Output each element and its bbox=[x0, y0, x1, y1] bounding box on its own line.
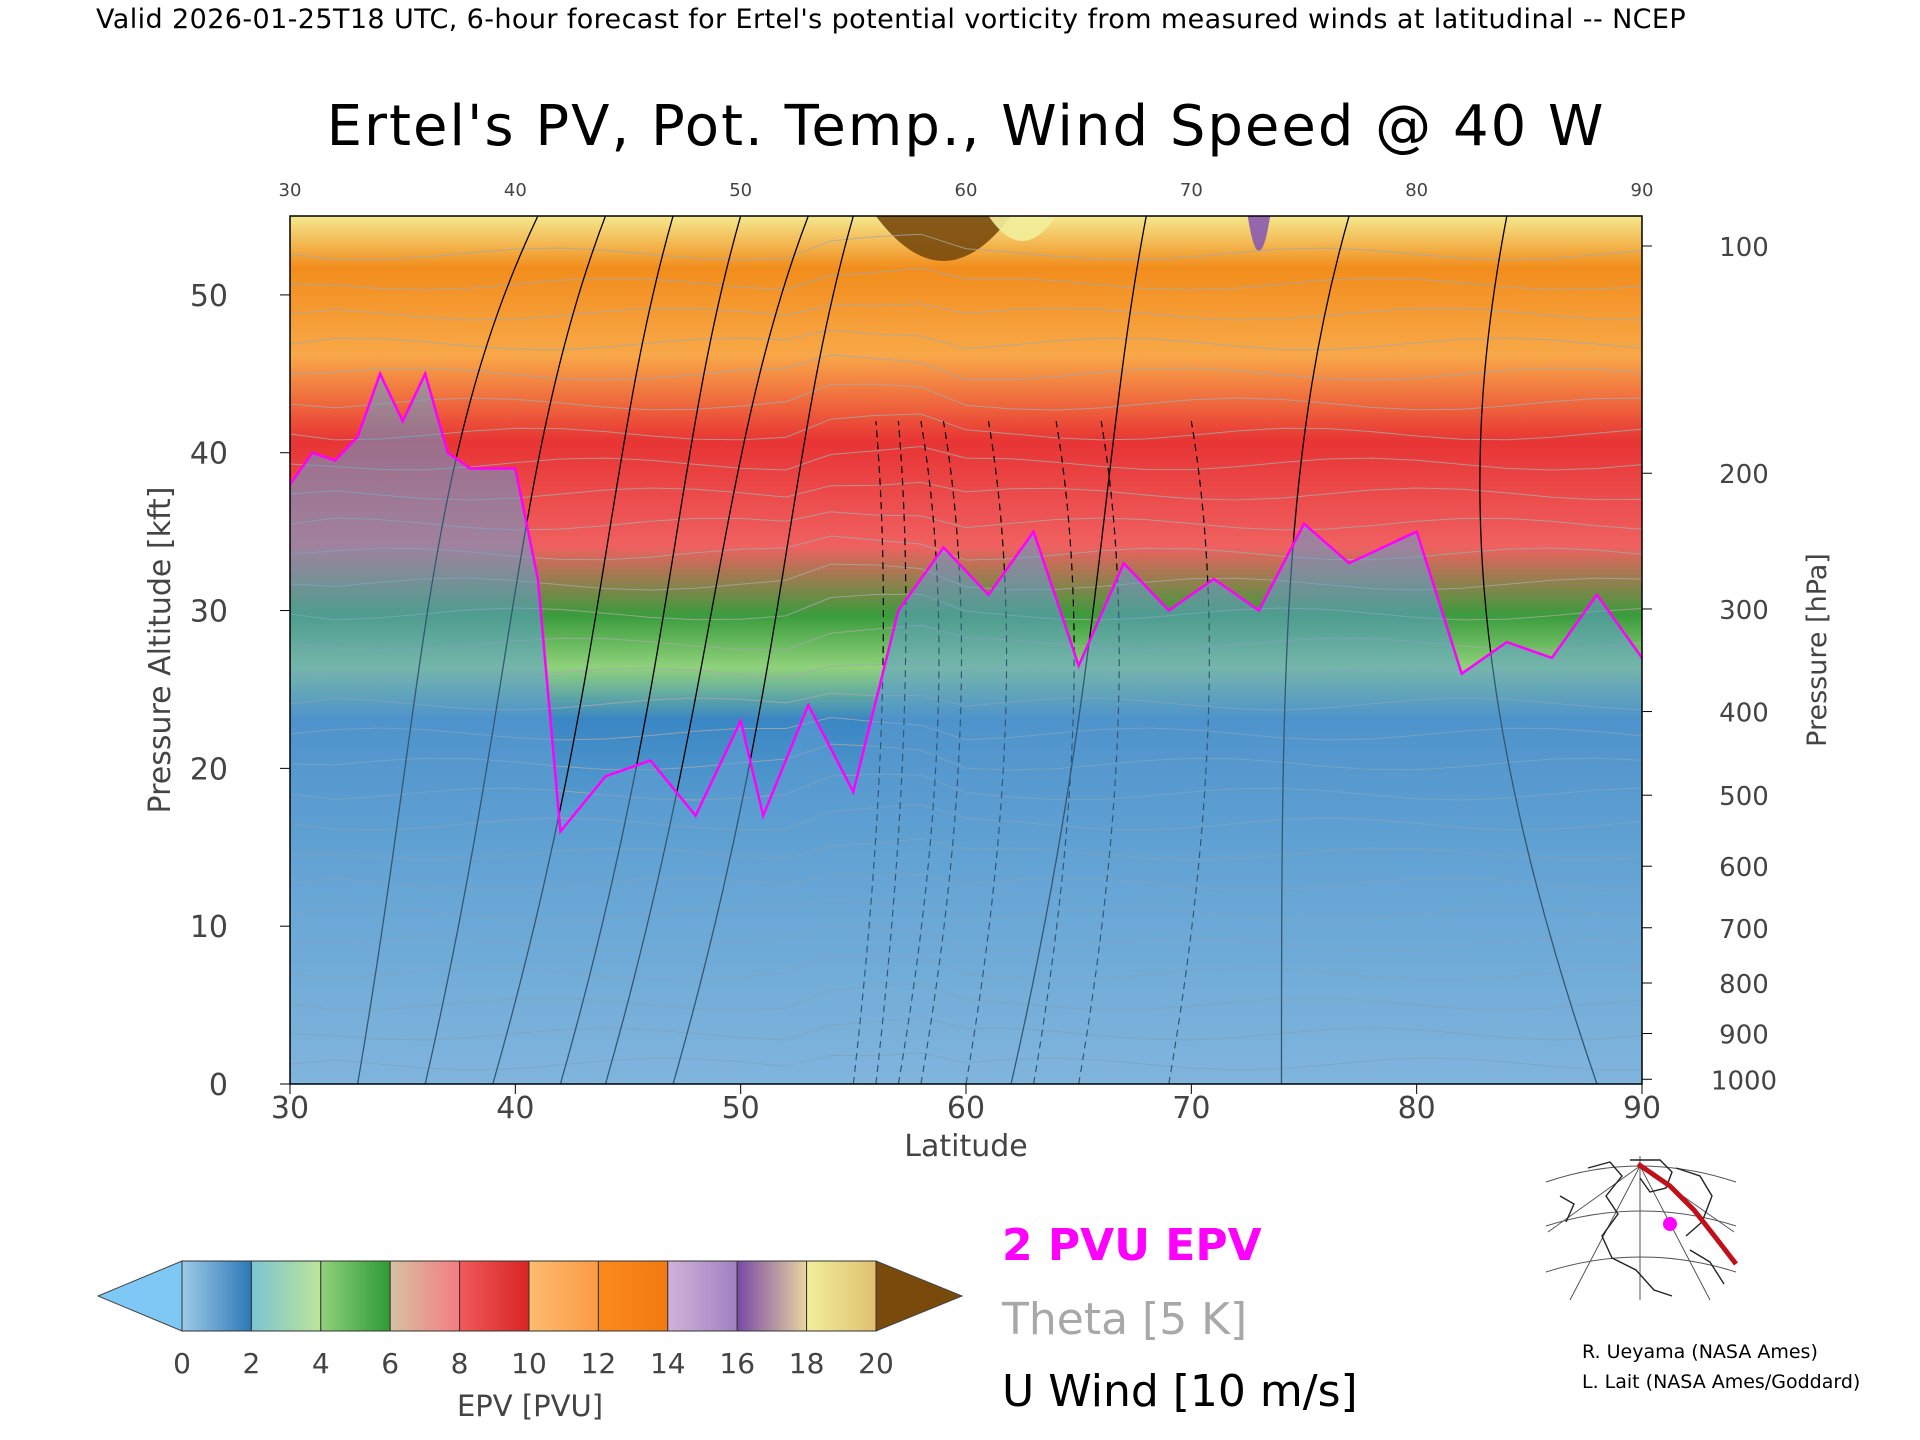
colorbar-segment bbox=[667, 1260, 738, 1332]
colorbar-segment bbox=[597, 1260, 669, 1332]
colorbar-segment bbox=[389, 1260, 461, 1332]
high-pv-cap bbox=[988, 216, 1057, 241]
colorbar-ticks: 0 2 4 6 8 10 12 14 16 18 20 bbox=[173, 1347, 894, 1380]
x-tick-label: 70 bbox=[1172, 1091, 1210, 1126]
x-axis-top: 30 40 50 60 70 80 90 bbox=[279, 180, 1654, 201]
y-tick-label: 40 bbox=[190, 437, 228, 472]
pressure-tick-label: 800 bbox=[1719, 970, 1769, 1000]
colorbar-over-arrow bbox=[875, 1260, 964, 1332]
y-axis-label: Pressure Altitude [kft] bbox=[143, 487, 178, 814]
pressure-tick-label: 600 bbox=[1719, 853, 1769, 883]
colorbar-tick-label: 8 bbox=[451, 1347, 469, 1380]
theta-contour bbox=[290, 383, 1642, 411]
pressure-tick-label: 500 bbox=[1719, 782, 1769, 812]
pv-2-tropopause-line bbox=[290, 370, 1642, 835]
colorbar-segment bbox=[320, 1260, 391, 1332]
pressure-tick-label: 100 bbox=[1719, 233, 1769, 263]
x-top-tick-label: 90 bbox=[1631, 180, 1654, 201]
y-axis-right-pressure: 100 200 300 400 500 600 700 800 900 1000 bbox=[1642, 233, 1777, 1096]
pressure-tick-label: 400 bbox=[1719, 699, 1769, 729]
colorbar-under-arrow bbox=[96, 1260, 183, 1332]
colorbar-segment bbox=[250, 1260, 322, 1332]
x-top-tick-label: 40 bbox=[504, 180, 527, 201]
y-axis-left: 0 10 20 30 40 50 bbox=[190, 279, 290, 1103]
credit-ueyama: R. Ueyama (NASA Ames) bbox=[1582, 1341, 1818, 1363]
x-top-tick-label: 50 bbox=[729, 180, 752, 201]
y-tick-label: 0 bbox=[209, 1068, 228, 1103]
colorbar-segment bbox=[806, 1260, 877, 1332]
x-top-tick-label: 60 bbox=[955, 180, 978, 201]
theta-contour bbox=[290, 445, 1642, 471]
legend-u-wind: U Wind [10 m/s] bbox=[1002, 1366, 1358, 1417]
colorbar-label: EPV [PVU] bbox=[457, 1389, 603, 1423]
colorbar-segments bbox=[181, 1260, 877, 1332]
theta-contour bbox=[290, 233, 1642, 261]
valid-time-header: Valid 2026-01-25T18 UTC, 6-hour forecast… bbox=[96, 4, 1687, 35]
pressure-tick-label: 700 bbox=[1719, 915, 1769, 945]
colorbar-tick-label: 10 bbox=[511, 1347, 547, 1380]
legend-theta: Theta [5 K] bbox=[1001, 1294, 1247, 1345]
inset-location-map bbox=[1542, 1152, 1738, 1304]
map-location-marker bbox=[1663, 1217, 1677, 1231]
colorbar-tick-label: 16 bbox=[719, 1347, 755, 1380]
x-top-tick-label: 30 bbox=[279, 180, 302, 201]
colorbar-tick-label: 14 bbox=[650, 1347, 686, 1380]
theta-contour bbox=[290, 303, 1642, 321]
theta-contour bbox=[290, 329, 1642, 351]
colorbar-tick-label: 6 bbox=[381, 1347, 399, 1380]
epv-colorbar: 0 2 4 6 8 10 12 14 16 18 20 EPV [PVU] bbox=[96, 1260, 964, 1423]
x-tick-label: 30 bbox=[271, 1091, 309, 1126]
x-tick-label: 80 bbox=[1398, 1091, 1436, 1126]
colorbar-tick-label: 20 bbox=[858, 1347, 894, 1380]
x-axis-label: Latitude bbox=[904, 1129, 1027, 1164]
legend-2pvu-epv: 2 PVU EPV bbox=[1002, 1220, 1262, 1271]
pressure-tick-label: 300 bbox=[1719, 596, 1769, 626]
colorbar-tick-label: 12 bbox=[581, 1347, 617, 1380]
x-top-tick-label: 70 bbox=[1180, 180, 1203, 201]
cross-section-path bbox=[1636, 1161, 1738, 1266]
y-tick-label: 20 bbox=[190, 752, 228, 787]
theta-contour bbox=[290, 267, 1642, 291]
high-pv-cap bbox=[1247, 216, 1271, 251]
colorbar-segment bbox=[736, 1260, 808, 1332]
colorbar-segment bbox=[528, 1260, 599, 1332]
y-tick-label: 50 bbox=[190, 279, 228, 314]
colorbar-tick-label: 0 bbox=[173, 1347, 191, 1380]
colorbar-tick-label: 4 bbox=[312, 1347, 330, 1380]
credit-lait: L. Lait (NASA Ames/Goddard) bbox=[1582, 1371, 1860, 1393]
theta-contour bbox=[290, 354, 1642, 381]
colorbar-segment bbox=[459, 1260, 530, 1332]
plot-area bbox=[290, 216, 1642, 1084]
y-tick-label: 30 bbox=[190, 595, 228, 630]
x-tick-label: 50 bbox=[722, 1091, 760, 1126]
pressure-tick-label: 200 bbox=[1719, 460, 1769, 490]
x-tick-label: 40 bbox=[496, 1091, 534, 1126]
chart-title: Ertel's PV, Pot. Temp., Wind Speed @ 40 … bbox=[327, 94, 1606, 159]
pressure-tick-label: 900 bbox=[1719, 1020, 1769, 1050]
pressure-tick-label: 1000 bbox=[1711, 1066, 1777, 1096]
colorbar-tick-label: 2 bbox=[242, 1347, 260, 1380]
x-tick-label: 60 bbox=[947, 1091, 985, 1126]
y-axis-right-label: Pressure [hPa] bbox=[1802, 553, 1833, 747]
y-tick-label: 10 bbox=[190, 910, 228, 945]
x-top-tick-label: 80 bbox=[1405, 180, 1428, 201]
x-tick-label: 90 bbox=[1623, 1091, 1661, 1126]
x-axis-bottom: 30 40 50 60 70 80 90 bbox=[271, 1084, 1661, 1126]
map-coastlines bbox=[1559, 1159, 1725, 1297]
troposphere-fill bbox=[290, 373, 1642, 1084]
colorbar-segment bbox=[181, 1260, 252, 1332]
theta-contour bbox=[290, 413, 1642, 441]
colorbar-tick-label: 18 bbox=[789, 1347, 825, 1380]
